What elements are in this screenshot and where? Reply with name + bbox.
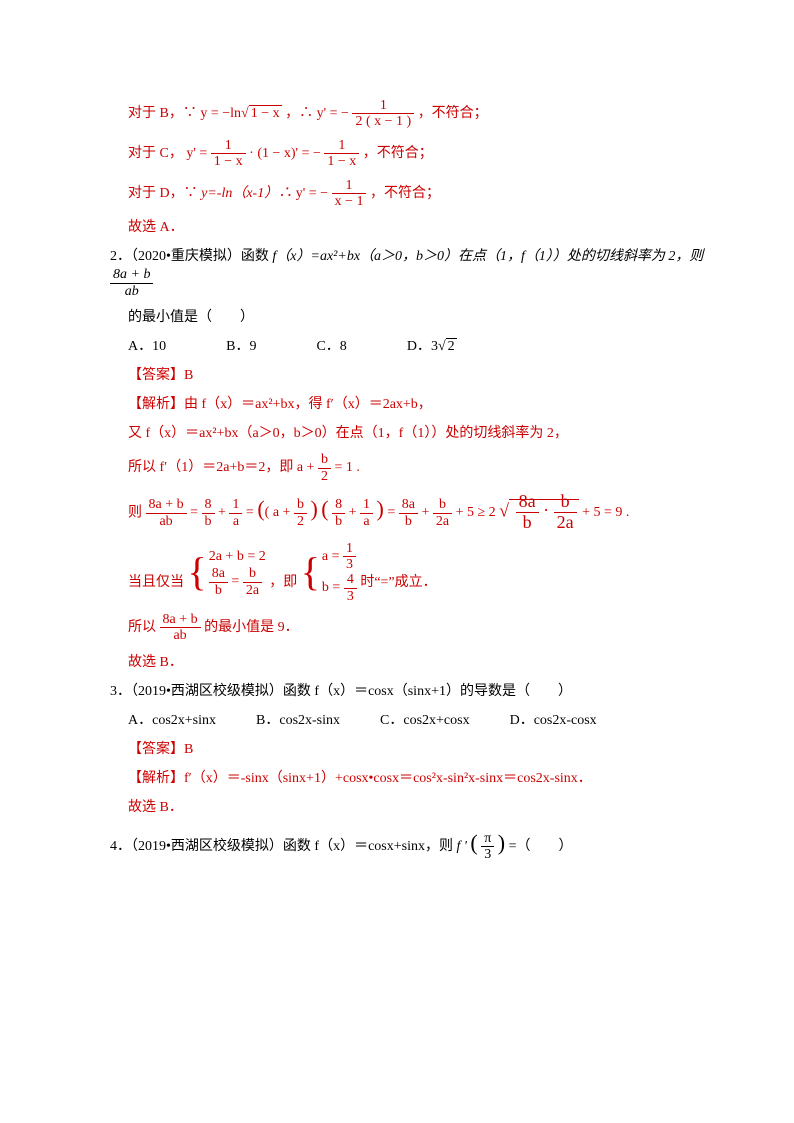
q3-opt-d[interactable]: D．cos2x-cosx bbox=[510, 710, 597, 731]
q3-opt-c[interactable]: C．cos2x+cosx bbox=[380, 710, 470, 731]
p1-conclusion: 故选 A． bbox=[128, 217, 704, 238]
q2-stem-tail: 的最小值是（ ） bbox=[128, 307, 704, 328]
q3-sol-1: 【解析】f′（x）＝-sinx（sinx+1）+cosx•cosx＝cos²x-… bbox=[128, 768, 704, 789]
q2-sol-5: 当且仅当 { 2a + b = 2 8ab = b2a ，即 { a = 13 … bbox=[128, 541, 704, 605]
q3-answer: 【答案】B bbox=[128, 739, 704, 760]
q2-sol-3: 所以 f′（1）＝2a+b＝2，即 a + b2 = 1 . bbox=[128, 452, 704, 484]
p1-option-b: 对于 B，∵ y = −ln√1 − x ，∴ y' = − 12 ( x − … bbox=[128, 98, 704, 130]
q3-opt-a[interactable]: A．cos2x+sinx bbox=[128, 710, 216, 731]
q3-options: A．cos2x+sinx B．cos2x-sinx C．cos2x+cosx D… bbox=[128, 710, 704, 731]
q2-sol-2: 又 f（x）＝ax²+bx（a＞0，b＞0）在点（1，f（1））处的切线斜率为 … bbox=[128, 423, 704, 444]
q2-conclusion: 故选 B． bbox=[128, 652, 704, 673]
q2-opt-d[interactable]: D．3√2 bbox=[407, 336, 457, 357]
q3-stem: 3．（2019•西湖区校级模拟）函数 f（x）＝cosx（sinx+1）的导数是… bbox=[110, 681, 704, 702]
q2-sol-6: 所以 8a + bab 的最小值是 9． bbox=[128, 612, 704, 644]
q3-opt-b[interactable]: B．cos2x-sinx bbox=[256, 710, 340, 731]
q2-opt-c[interactable]: C．8 bbox=[316, 336, 346, 357]
q2-opt-b[interactable]: B．9 bbox=[226, 336, 256, 357]
q3-conclusion: 故选 B． bbox=[128, 797, 704, 818]
q2-stem: 2．（2020•重庆模拟）函数 f（x）=ax²+bx（a＞0，b＞0）在点（1… bbox=[110, 246, 704, 299]
p1-option-d: 对于 D，∵ y=-ln（x-1）∴ y' = − 1x − 1 ，不符合； bbox=[128, 178, 704, 210]
q2-sol-1: 【解析】由 f（x）＝ax²+bx，得 f′（x）＝2ax+b， bbox=[128, 394, 704, 415]
q2-sol-4: 则 8a + bab = 8b + 1a = (( a + b2 ) ( 8b … bbox=[128, 492, 704, 533]
q4-stem: 4．（2019•西湖区校级模拟）函数 f（x）＝cosx+sinx，则 f ' … bbox=[110, 826, 704, 863]
q2-answer: 【答案】B bbox=[128, 365, 704, 386]
q2-options: A．10 B．9 C．8 D．3√2 bbox=[128, 336, 704, 357]
p1-option-c: 对于 C， y' = 11 − x · (1 − x)' = − 11 − x … bbox=[128, 138, 704, 170]
q2-opt-a[interactable]: A．10 bbox=[128, 336, 166, 357]
